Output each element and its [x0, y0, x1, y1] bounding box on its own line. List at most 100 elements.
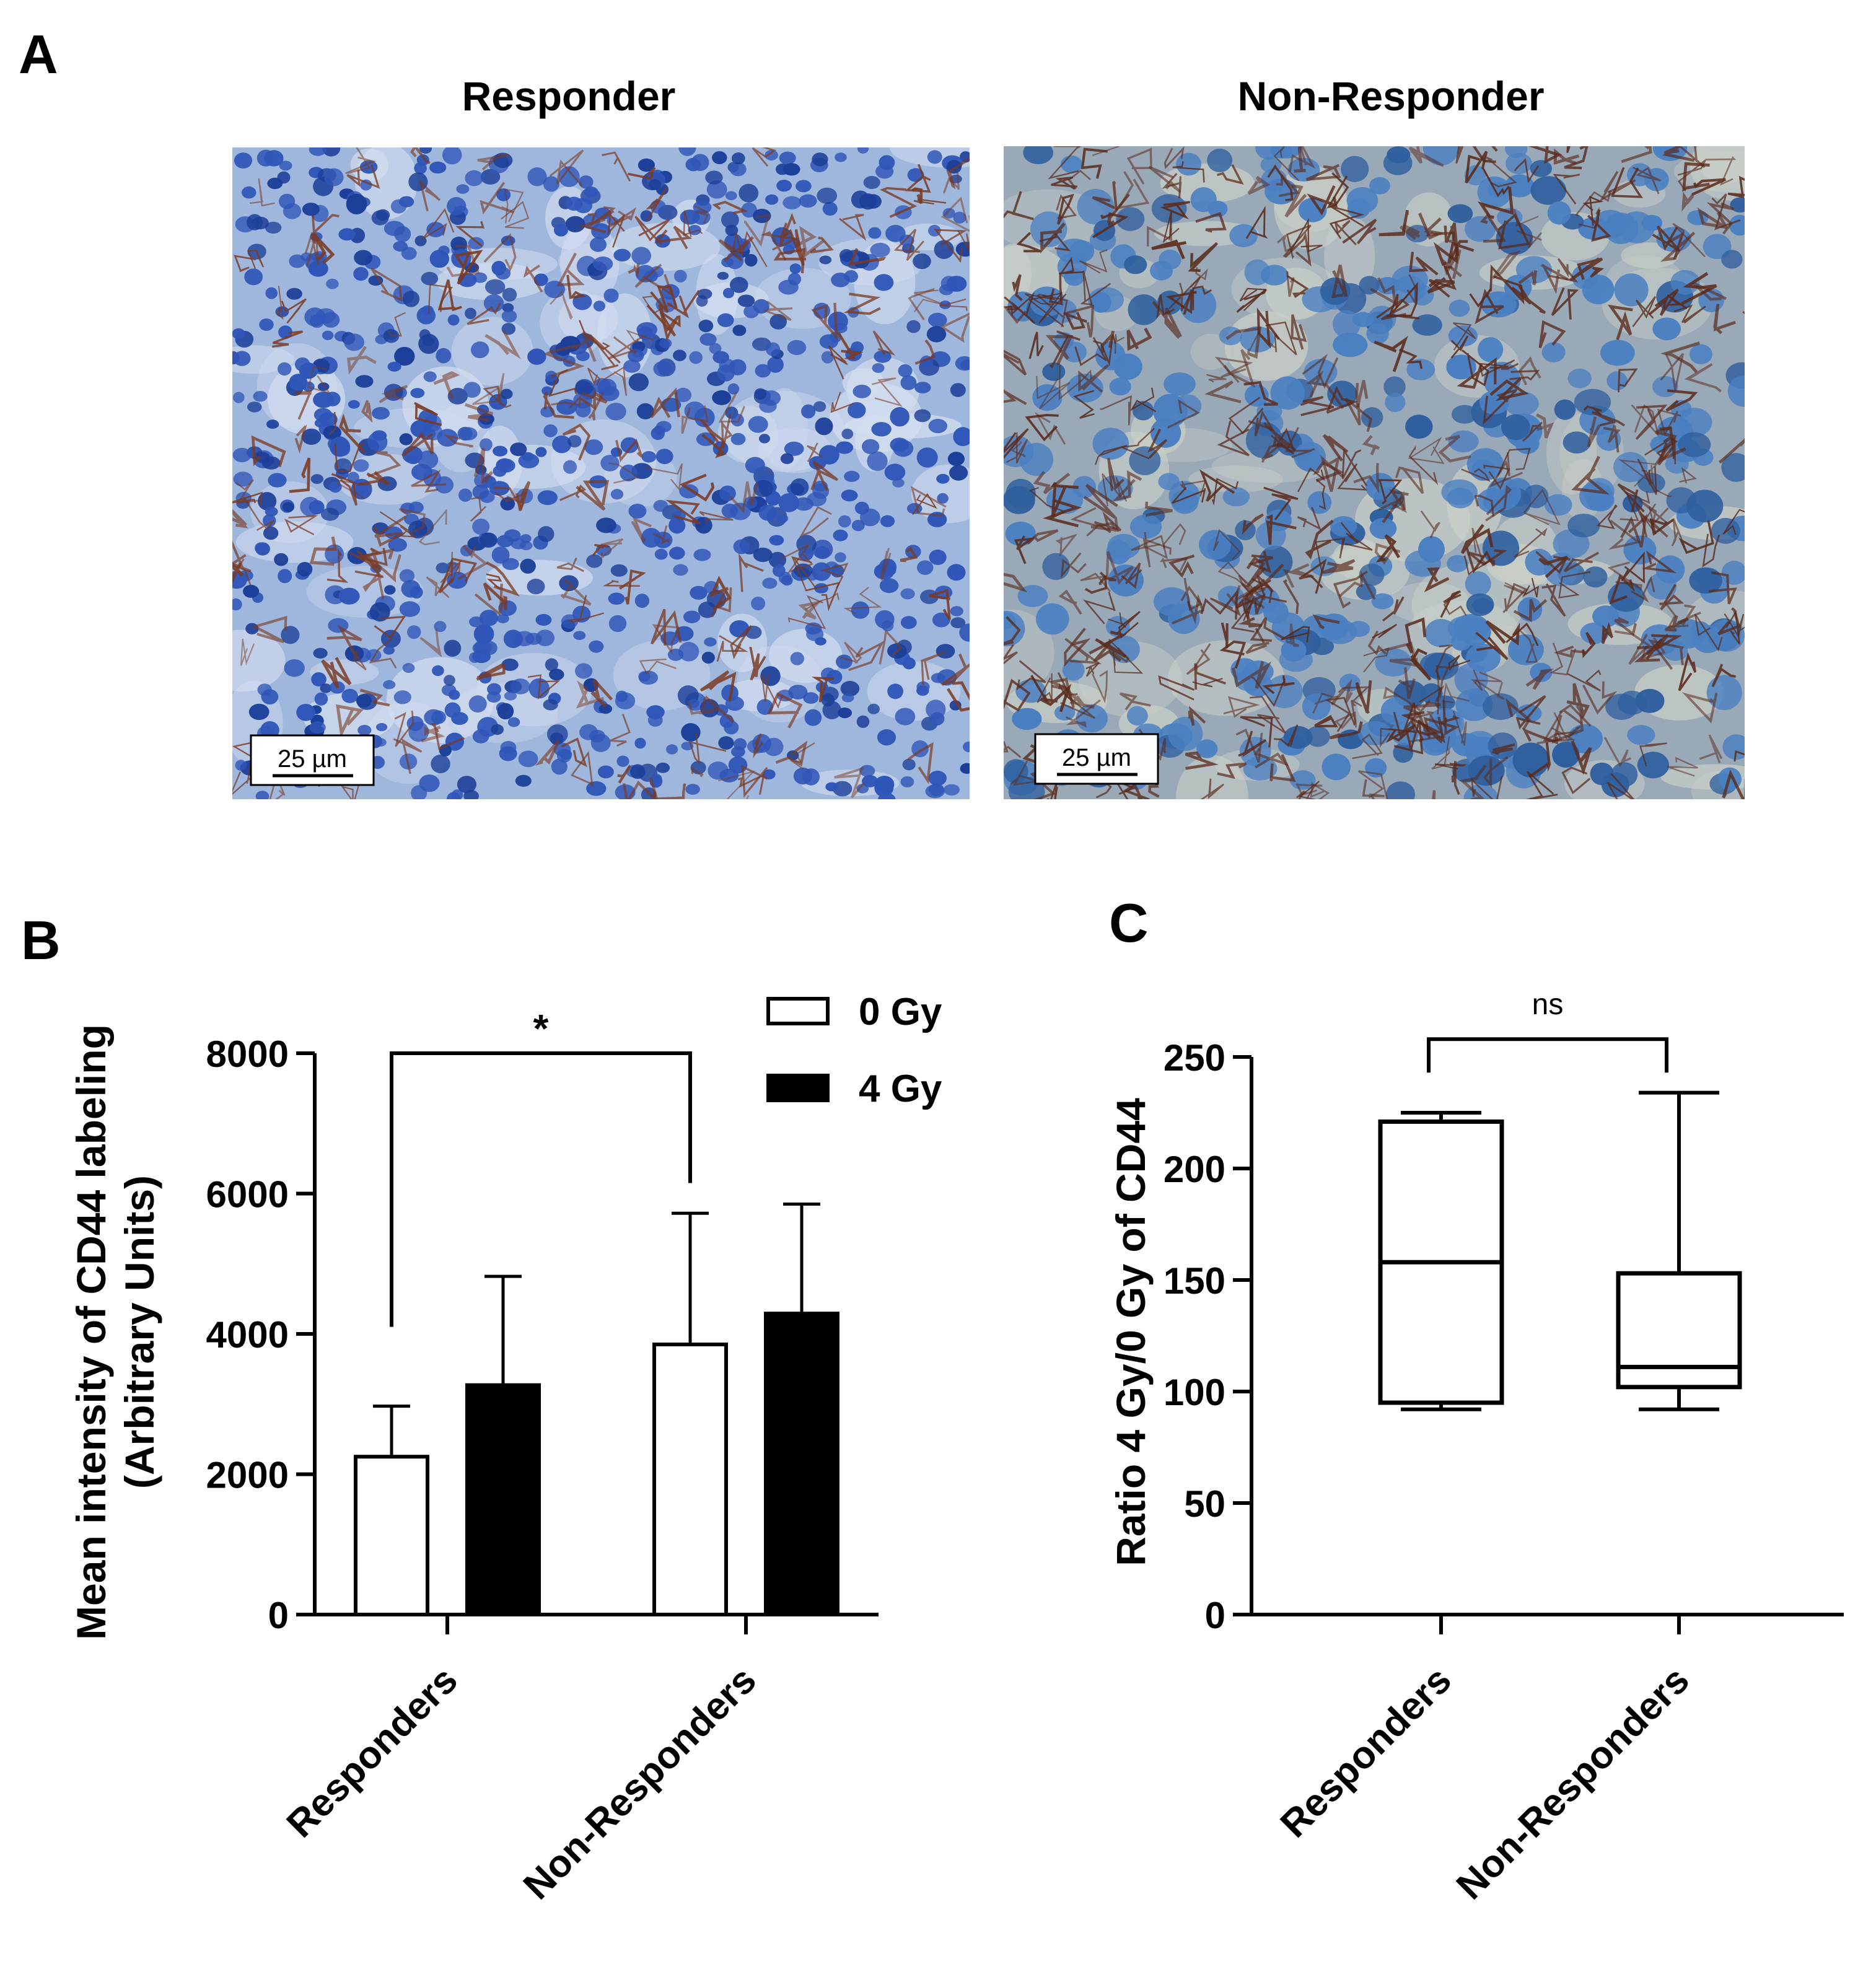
membrane-stain: [304, 231, 320, 266]
x-tick-label: Non-Responders: [515, 1659, 765, 1908]
cell-nucleus: [355, 375, 374, 388]
cell-nucleus: [248, 703, 270, 721]
membrane-stain: [907, 742, 934, 784]
cell-nucleus: [558, 166, 580, 188]
membrane-stain: [1256, 307, 1280, 349]
micrograph-non-responder: [1004, 146, 1745, 799]
membrane-stain: [1659, 584, 1685, 610]
cell-nucleus: [515, 774, 532, 787]
svg-text:Ratio 4 Gy/0 Gy of CD44: Ratio 4 Gy/0 Gy of CD44: [1108, 1098, 1154, 1566]
cell-nucleus: [831, 273, 850, 287]
membrane-stain: [1632, 296, 1656, 328]
membrane-stain: [1098, 576, 1116, 585]
membrane-stain: [1185, 751, 1219, 770]
cell-nucleus: [366, 649, 382, 662]
cell-nucleus: [408, 501, 424, 514]
cell-nucleus: [1455, 688, 1493, 721]
membrane-stain: [1378, 479, 1403, 505]
cell-nucleus: [879, 578, 899, 594]
cell-nucleus: [487, 683, 502, 696]
cell-nucleus: [812, 562, 831, 581]
membrane-stain: [1713, 304, 1736, 335]
membrane-stain: [1598, 170, 1636, 203]
membrane-stain: [639, 658, 677, 675]
cell-nucleus: [479, 610, 498, 626]
membrane-stain: [631, 517, 652, 543]
membrane-stain: [1192, 678, 1223, 688]
membrane-stain: [1525, 771, 1558, 799]
cell-nucleus: [628, 373, 649, 392]
membrane-stain: [810, 460, 839, 491]
membrane-stain: [1647, 639, 1685, 670]
cell-nucleus: [1151, 194, 1187, 223]
membrane-stain: [1528, 742, 1551, 778]
cell-nucleus: [806, 627, 824, 641]
membrane-stain: [1485, 484, 1512, 522]
cell-nucleus: [510, 442, 527, 457]
membrane-stain: [334, 443, 365, 473]
cell-nucleus: [1305, 726, 1330, 747]
membrane-stain: [1362, 779, 1385, 799]
membrane-stain: [240, 639, 255, 666]
membrane-stain: [1192, 285, 1212, 310]
cell-nucleus: [678, 642, 699, 662]
membrane-stain: [900, 546, 918, 563]
membrane-stain: [369, 638, 397, 669]
cell-nucleus: [402, 291, 420, 307]
y-axis-label-line-1: Mean intensity of CD44 labeling: [68, 1024, 114, 1640]
membrane-stain: [1571, 455, 1610, 495]
cell-nucleus: [353, 266, 369, 281]
membrane-stain: [1016, 660, 1046, 691]
cell-nucleus: [1614, 273, 1649, 307]
membrane-stain: [1634, 633, 1669, 662]
membrane-stain: [1431, 736, 1450, 770]
membrane-stain: [249, 178, 275, 207]
cell-nucleus: [419, 774, 440, 792]
cell-nucleus: [605, 403, 626, 421]
cell-nucleus: [563, 460, 577, 474]
cell-nucleus: [296, 704, 315, 721]
membrane-stain: [235, 479, 260, 504]
membrane-stain: [1491, 250, 1521, 279]
membrane-stain: [880, 548, 892, 581]
cell-nucleus: [608, 615, 627, 633]
membrane-stain: [1039, 232, 1071, 252]
membrane-stain: [401, 432, 434, 457]
cell-nucleus: [613, 248, 631, 261]
cell-nucleus: [322, 330, 334, 340]
membrane-stain: [1092, 146, 1120, 156]
cell-nucleus: [1452, 733, 1481, 756]
membrane-stain: [1405, 617, 1427, 654]
membrane-stain: [1242, 513, 1264, 535]
cell-nucleus: [704, 637, 717, 647]
cell-nucleus: [1281, 639, 1307, 662]
membrane-stain: [1036, 294, 1068, 328]
cell-nucleus: [787, 340, 807, 356]
membrane-stain: [1160, 201, 1190, 220]
membrane-stain: [480, 182, 514, 215]
cell-nucleus: [1369, 517, 1397, 540]
panel-a: A Responder Non-Responder 25 µm 25 µm: [19, 24, 1745, 799]
membrane-stain: [1329, 205, 1365, 239]
membrane-stain: [1465, 151, 1488, 184]
cell-nucleus: [311, 672, 327, 686]
cell-nucleus: [1176, 152, 1201, 176]
membrane-stain: [1302, 353, 1339, 389]
membrane-stain: [1172, 486, 1206, 504]
cell-nucleus: [868, 227, 882, 239]
cell-nucleus: [360, 179, 372, 191]
membrane-stain: [1614, 616, 1637, 637]
membrane-stain: [1107, 193, 1130, 226]
cell-nucleus: [573, 631, 586, 640]
cell-nucleus: [338, 587, 360, 605]
membrane-stain: [1603, 424, 1621, 453]
membrane-stain: [1238, 730, 1267, 758]
membrane-stain: [729, 481, 758, 514]
legend-swatch: [766, 997, 830, 1025]
cell-nucleus: [950, 606, 963, 616]
membrane-stain: [1158, 675, 1195, 701]
cell-nucleus: [501, 658, 519, 671]
membrane-stain: [805, 581, 841, 612]
